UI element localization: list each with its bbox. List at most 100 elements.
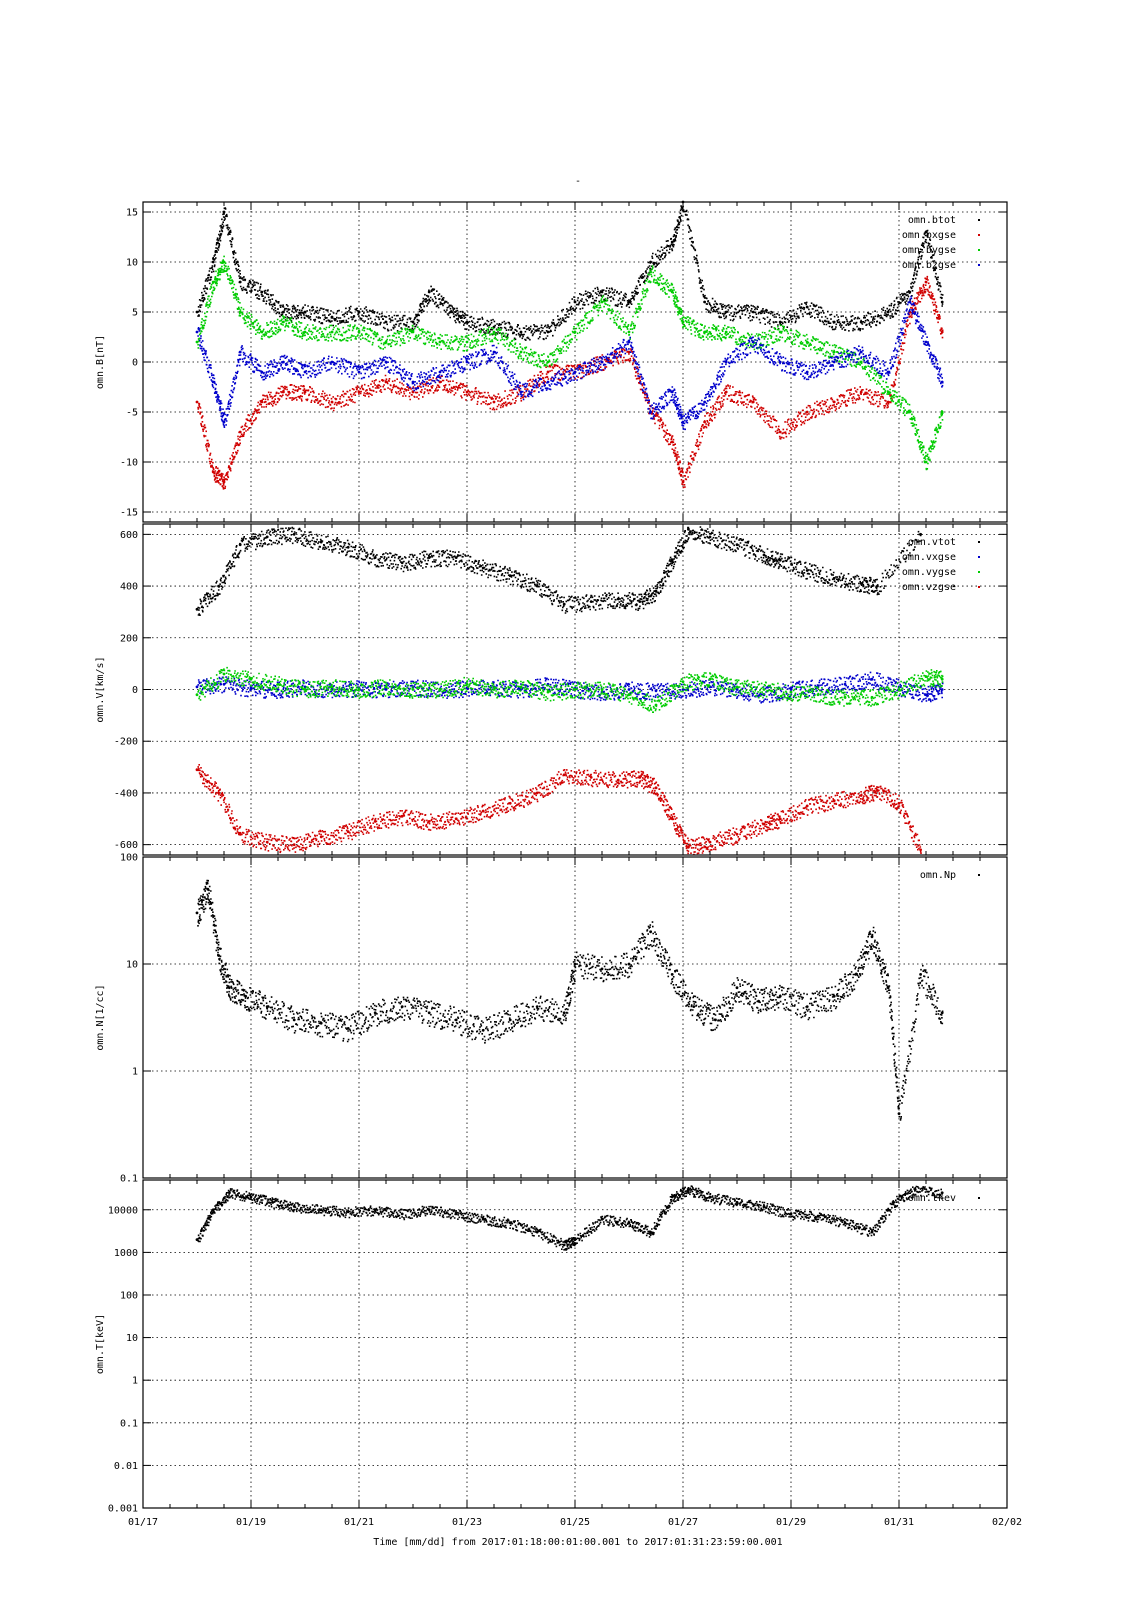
data-point bbox=[681, 680, 685, 684]
data-point bbox=[454, 817, 458, 821]
data-point bbox=[217, 791, 221, 795]
legend-marker bbox=[978, 249, 980, 251]
data-point bbox=[627, 962, 631, 966]
data-point bbox=[303, 310, 307, 314]
data-point bbox=[573, 300, 577, 304]
page-title: - bbox=[575, 176, 581, 187]
data-trace bbox=[861, 576, 879, 596]
data-point bbox=[427, 1208, 431, 1212]
data-trace bbox=[240, 276, 263, 300]
data-trace bbox=[710, 673, 739, 696]
data-point bbox=[249, 1195, 253, 1199]
legend-entry: omn.Np bbox=[920, 870, 956, 881]
data-trace bbox=[224, 207, 242, 288]
y-tick-label: 0.1 bbox=[120, 1174, 138, 1185]
data-trace bbox=[705, 357, 728, 407]
data-point bbox=[654, 703, 658, 707]
data-point bbox=[778, 994, 782, 998]
data-point bbox=[897, 801, 901, 805]
data-trace bbox=[575, 286, 604, 310]
data-trace bbox=[888, 298, 911, 374]
data-trace bbox=[332, 324, 361, 342]
panel-4: 10000 1000 100 10 1 0.1 0.01 0.001 omn.T[keV] omn… bbox=[95, 1179, 1008, 1515]
data-point bbox=[843, 695, 847, 699]
data-point bbox=[687, 527, 690, 531]
data-point bbox=[373, 1011, 377, 1015]
x-tick-label: 01/23 bbox=[452, 1517, 482, 1528]
data-trace bbox=[872, 672, 901, 697]
data-point bbox=[357, 330, 361, 334]
data-trace bbox=[856, 930, 874, 982]
data-trace bbox=[375, 552, 404, 571]
data-point bbox=[589, 776, 593, 779]
data-trace bbox=[429, 285, 452, 319]
data-point bbox=[411, 688, 415, 691]
data-trace bbox=[321, 1012, 350, 1043]
data-point bbox=[805, 370, 809, 374]
legend-entry: omn.vygse bbox=[902, 567, 956, 578]
data-point bbox=[346, 1210, 350, 1214]
y-axis-label: omn.T[keV] bbox=[95, 1314, 106, 1374]
data-trace bbox=[483, 1010, 512, 1044]
data-point bbox=[805, 305, 809, 309]
data-point bbox=[616, 778, 620, 782]
data-point bbox=[411, 330, 415, 334]
data-point bbox=[357, 370, 361, 374]
panel-1: 15 10 5 0 -5 -10 -15 omn.B[nT] omn.btot omn.bxgse… bbox=[95, 200, 1008, 523]
data-point bbox=[940, 330, 944, 334]
data-trace bbox=[229, 979, 247, 1009]
data-point bbox=[292, 843, 296, 847]
data-trace bbox=[629, 1219, 652, 1238]
data-point bbox=[627, 688, 631, 691]
data-trace bbox=[510, 1220, 539, 1237]
data-trace bbox=[510, 787, 539, 812]
data-trace bbox=[705, 297, 728, 320]
data-trace bbox=[413, 679, 442, 698]
data-trace bbox=[894, 1186, 917, 1208]
data-point bbox=[924, 460, 928, 464]
series-omn-Np bbox=[195, 879, 944, 1121]
data-point bbox=[465, 340, 469, 344]
data-trace bbox=[791, 679, 820, 699]
data-point bbox=[832, 320, 836, 324]
plot-frame bbox=[142, 856, 1008, 1179]
data-point bbox=[832, 400, 836, 404]
data-point bbox=[238, 350, 242, 354]
data-point bbox=[670, 973, 674, 976]
data-trace bbox=[878, 530, 922, 595]
data-point bbox=[627, 350, 631, 354]
data-trace bbox=[273, 1197, 296, 1213]
data-point bbox=[940, 677, 944, 681]
data-point bbox=[897, 688, 901, 691]
data-point bbox=[692, 1005, 696, 1008]
data-trace bbox=[564, 594, 593, 614]
data-point bbox=[805, 1005, 809, 1008]
data-trace bbox=[267, 526, 296, 546]
data-point bbox=[924, 340, 928, 344]
data-trace bbox=[294, 1008, 323, 1038]
data-trace bbox=[791, 1209, 820, 1223]
data-trace bbox=[213, 207, 226, 268]
data-trace bbox=[618, 592, 641, 611]
data-point bbox=[762, 688, 766, 691]
data-trace bbox=[467, 387, 496, 411]
data-point bbox=[870, 677, 874, 681]
data-trace bbox=[629, 924, 652, 974]
x-tick-label: 01/21 bbox=[344, 1517, 374, 1528]
data-trace bbox=[197, 764, 220, 802]
data-trace bbox=[688, 836, 712, 856]
y-axis-label: omn.V[km/s] bbox=[95, 656, 106, 722]
data-trace bbox=[753, 324, 782, 351]
data-point bbox=[654, 689, 658, 693]
data-trace bbox=[705, 324, 728, 342]
data-point bbox=[892, 1200, 895, 1204]
data-trace bbox=[537, 995, 566, 1025]
data-point bbox=[757, 999, 760, 1003]
data-point bbox=[282, 390, 285, 394]
data-trace bbox=[807, 794, 836, 814]
data-trace bbox=[386, 314, 415, 332]
data-point bbox=[649, 1230, 652, 1234]
y-tick-label: 1 bbox=[132, 1376, 138, 1387]
data-trace bbox=[753, 397, 782, 440]
data-trace bbox=[537, 579, 566, 612]
